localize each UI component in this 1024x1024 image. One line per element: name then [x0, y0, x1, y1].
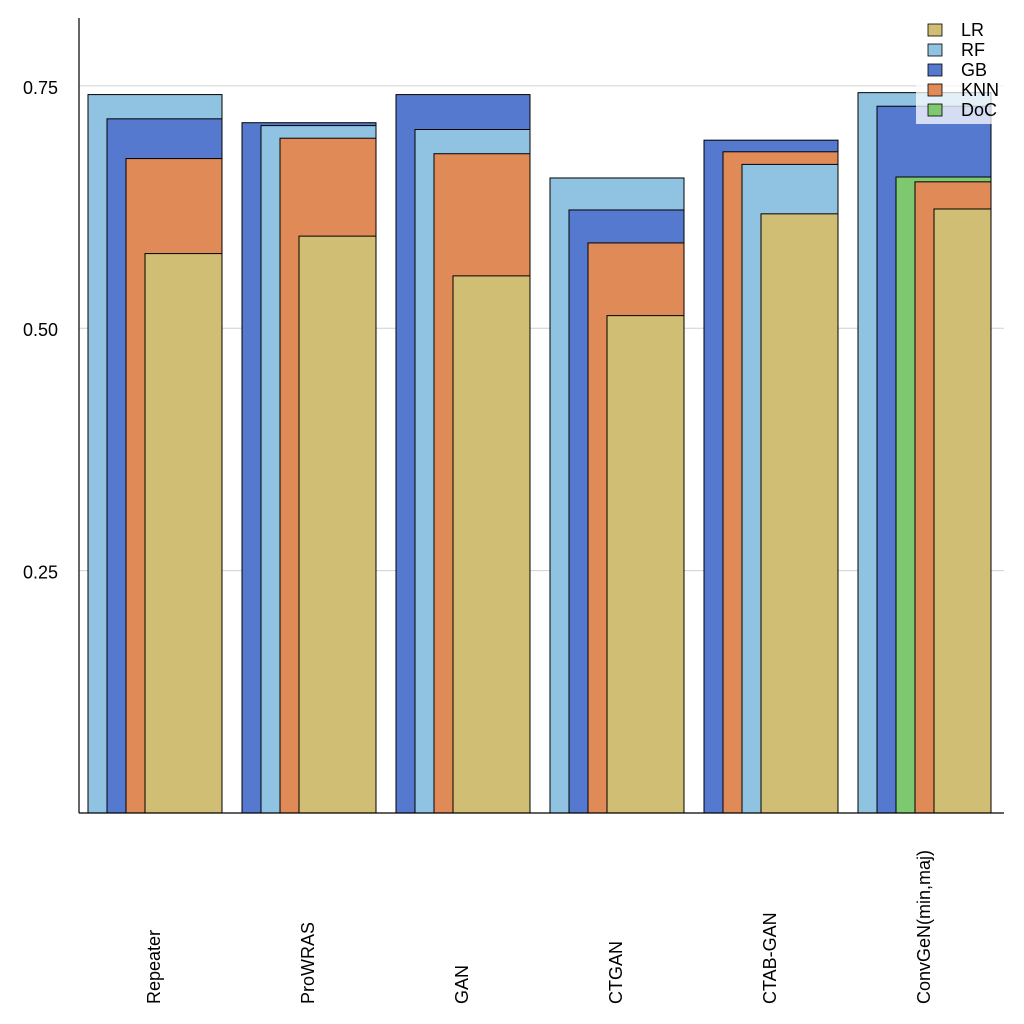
y-tick-label: 0.25 [23, 563, 58, 583]
bar-lr-0 [144, 253, 223, 814]
category-label: GAN [452, 965, 472, 1004]
axes [78, 18, 1004, 814]
legend-label-knn: KNN [961, 80, 999, 100]
category-label: CTAB-GAN [760, 912, 780, 1004]
bar-lr-5 [933, 208, 992, 814]
legend-swatch-lr [927, 23, 943, 37]
bars [87, 92, 992, 814]
legend-swatch-rf [927, 43, 943, 57]
gridlines [79, 85, 1004, 572]
x-category-labels: Repeater ProWRAS GAN CTGAN CTAB-GAN ConvGeN(m… [144, 850, 934, 1004]
y-tick-label: 0.75 [23, 78, 58, 98]
bar-lr-4 [760, 213, 839, 814]
bar-lr-1 [298, 235, 377, 814]
legend-swatch-doc [927, 103, 943, 117]
bar-lr-3 [606, 315, 685, 814]
legend-label-doc: DoC [961, 100, 997, 120]
legend-swatch-knn [927, 83, 943, 97]
legend-label-gb: GB [961, 60, 987, 80]
category-label: ProWRAS [298, 922, 318, 1004]
bar-lr-2 [452, 275, 531, 814]
category-label: Repeater [144, 930, 164, 1004]
category-label: ConvGeN(min,maj) [914, 850, 934, 1004]
legend-swatch-gb [927, 63, 943, 77]
legend-label-lr: LR [961, 20, 984, 40]
y-tick-labels: 0.25 0.50 0.75 [23, 78, 58, 583]
y-tick-label: 0.50 [23, 320, 58, 340]
category-label: CTGAN [606, 941, 626, 1004]
legend-label-rf: RF [961, 40, 985, 60]
